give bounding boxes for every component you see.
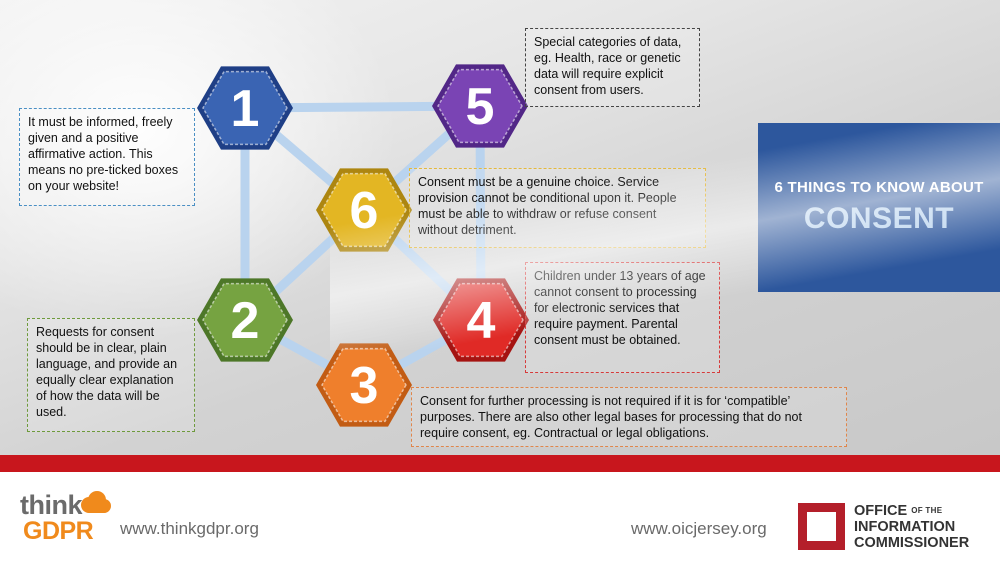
hexagon-2-number: 2 bbox=[231, 292, 260, 350]
note-5: Special categories of data, eg. Health, … bbox=[525, 28, 700, 107]
hexagon-2-face bbox=[202, 282, 288, 358]
gdpr-logo-word: GDPR bbox=[23, 517, 94, 545]
connector-6-4 bbox=[360, 206, 485, 324]
hexagon-3-number: 3 bbox=[350, 357, 379, 415]
connector-5-4 bbox=[475, 105, 486, 321]
title-box: 6 THINGS TO KNOW ABOUT CONSENT bbox=[758, 123, 1000, 292]
think-logo-word: think bbox=[20, 490, 83, 520]
hexagon-1: 1 bbox=[197, 66, 293, 150]
oic-line-office: OFFICE bbox=[854, 503, 908, 519]
note-3: Consent for further processing is not re… bbox=[411, 387, 847, 447]
note-6: Consent must be a genuine choice. Servic… bbox=[409, 168, 706, 248]
note-1: It must be informed, freely given and a … bbox=[19, 108, 195, 206]
hexagon-6-face bbox=[321, 172, 407, 248]
oic-square-icon bbox=[798, 503, 845, 550]
oic-line-of-the: OF THE bbox=[911, 506, 943, 515]
hexagon-4-border bbox=[433, 278, 529, 362]
hexagon-6-border bbox=[316, 168, 412, 252]
slide-background: 1 2 3 4 5 6 It must be informed, freely given… bbox=[0, 0, 1000, 455]
hexagon-4-number: 4 bbox=[467, 292, 496, 350]
note-4: Children under 13 years of age cannot co… bbox=[525, 262, 720, 373]
connector-lines bbox=[240, 101, 486, 389]
footer: think GDPR www.thinkgdpr.org www.oicjers… bbox=[0, 472, 1000, 563]
think-gdpr-logo: think GDPR bbox=[20, 490, 112, 550]
hexagon-4-face bbox=[438, 282, 524, 358]
hexagon-2: 2 bbox=[197, 278, 293, 362]
hexagon-6: 6 bbox=[316, 168, 412, 252]
oicjersey-link[interactable]: www.oicjersey.org bbox=[631, 519, 767, 538]
oic-line-commissioner: COMMISSIONER bbox=[854, 535, 970, 551]
note-2: Requests for consent should be in clear,… bbox=[27, 318, 195, 432]
thinkgdpr-link[interactable]: www.thinkgdpr.org bbox=[120, 519, 259, 538]
hexagon-5-number: 5 bbox=[466, 78, 495, 136]
hexagon-3: 3 bbox=[316, 343, 412, 427]
connector-5-6 bbox=[360, 102, 484, 214]
oic-logo-text: OFFICE OF THE INFORMATION COMMISSIONER bbox=[854, 503, 1000, 551]
hexagon-1-face bbox=[202, 70, 288, 146]
title-heading: CONSENT bbox=[803, 202, 955, 235]
hexagon-4: 4 bbox=[433, 278, 529, 362]
hexagon-5: 5 bbox=[432, 64, 528, 148]
hexagon-1-number: 1 bbox=[231, 80, 260, 138]
red-divider-bar bbox=[0, 455, 1000, 472]
cloud-icon bbox=[81, 491, 111, 513]
oic-line-information: INFORMATION bbox=[854, 519, 956, 535]
title-subheading: 6 THINGS TO KNOW ABOUT bbox=[774, 179, 984, 196]
hexagon-6-number: 6 bbox=[350, 182, 379, 240]
